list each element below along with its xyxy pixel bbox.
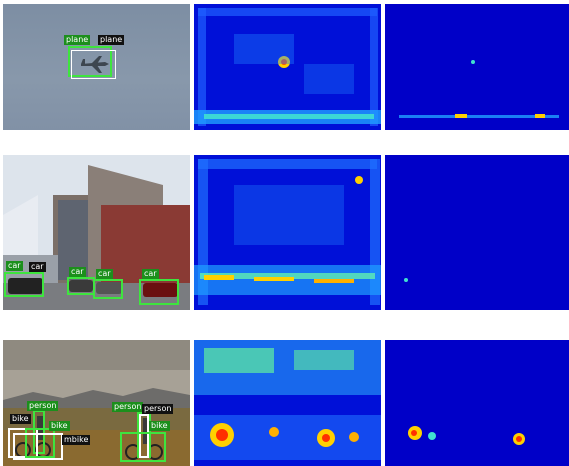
label-car-3: car — [69, 267, 86, 277]
photo-street: car car car car car — [3, 155, 190, 310]
plane-photo-drawing — [81, 56, 109, 73]
label-person-2: person — [112, 402, 144, 412]
label-car-1: car — [6, 261, 23, 271]
label-car-4: car — [96, 269, 113, 279]
detection-box-plane-white — [71, 50, 116, 79]
detection-box-car-4 — [139, 279, 179, 305]
detection-box-car-2 — [67, 277, 95, 295]
detection-box-mbike — [13, 433, 63, 460]
label-person-1: person — [27, 401, 59, 411]
heatmap-street-dense — [194, 155, 381, 310]
detection-box-car-1 — [4, 272, 44, 297]
heatmap-bikes-sparse-drawing — [408, 426, 525, 445]
detection-box-bike-1 — [8, 428, 38, 458]
label-plane-green: plane — [64, 35, 91, 45]
detection-box-bike-2 — [25, 428, 55, 458]
detection-box-car-3 — [93, 279, 123, 299]
label-bike-2: bike — [49, 421, 70, 431]
detection-box-bike-3 — [120, 432, 166, 462]
label-car-2: car — [29, 262, 46, 272]
airplane-silhouette — [81, 56, 109, 73]
heatmap-plane-dense-drawing — [194, 4, 381, 130]
heatmap-bikes-dense — [194, 340, 381, 466]
heatmap-bikes-sparse — [385, 340, 569, 466]
heatmap-street-sparse-drawing — [404, 278, 408, 282]
heatmap-plane-sparse-drawing — [399, 60, 559, 118]
label-bike-1: bike — [10, 414, 31, 424]
label-person-3: person — [142, 404, 174, 414]
heatmap-street-sparse — [385, 155, 569, 310]
heatmap-plane-sparse — [385, 4, 569, 130]
label-car-5: car — [142, 269, 159, 279]
label-plane-black: plane — [98, 35, 125, 45]
heatmap-bikes-dense-drawing — [194, 340, 381, 466]
detection-box-person-1 — [33, 410, 45, 454]
heatmap-street-dense-drawing — [194, 155, 381, 310]
heatmap-plane-dense — [194, 4, 381, 130]
photo-bikes: person person person bike bike bike mbik… — [3, 340, 190, 466]
photo-plane: plane plane — [3, 4, 190, 130]
label-bike-3: bike — [149, 421, 170, 431]
detection-box-person-3 — [139, 414, 149, 458]
label-mbike: mbike — [62, 435, 91, 445]
detection-box-plane-green — [68, 46, 112, 77]
